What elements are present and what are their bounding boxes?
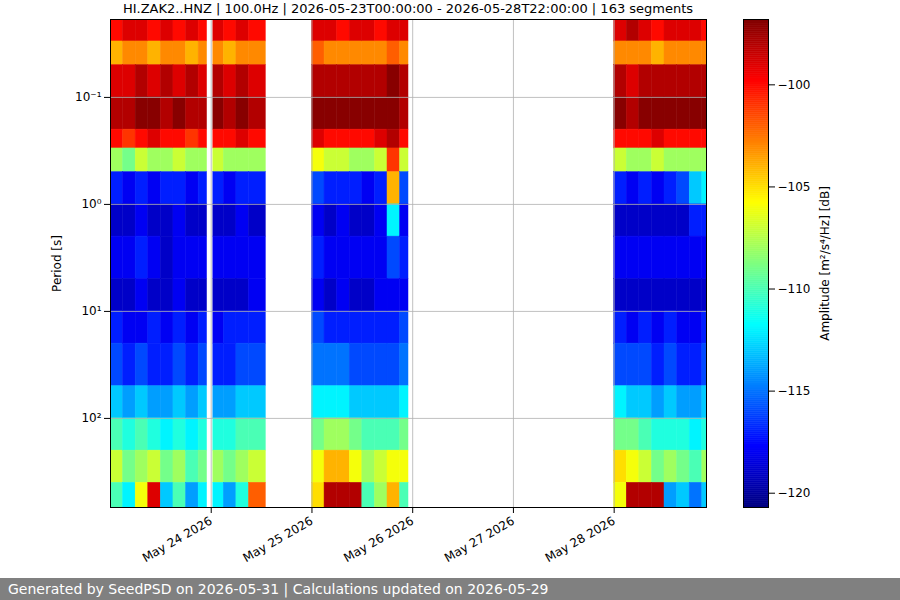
svg-text:Amplitude [m²/s⁴/Hz] [dB]: Amplitude [m²/s⁴/Hz] [dB] xyxy=(818,186,832,341)
svg-text:−120: −120 xyxy=(778,486,811,500)
svg-text:10⁰: 10⁰ xyxy=(81,197,101,211)
svg-text:Period [s]: Period [s] xyxy=(50,235,64,292)
svg-text:May 24 2026: May 24 2026 xyxy=(140,514,215,565)
svg-text:−105: −105 xyxy=(778,180,811,194)
svg-text:May 26 2026: May 26 2026 xyxy=(341,514,416,565)
svg-text:10²: 10² xyxy=(81,411,101,425)
html-text:HI.ZAK2..HNZ | 100.0Hz | 2026-: HI.ZAK2..HNZ | 100.0Hz | 2026-05-23T00:0… xyxy=(122,1,694,16)
svg-text:May 25 2026: May 25 2026 xyxy=(241,514,316,565)
svg-text:−115: −115 xyxy=(778,384,811,398)
svg-text:10¹: 10¹ xyxy=(81,304,101,318)
svg-text:−100: −100 xyxy=(778,78,811,92)
svg-text:10⁻¹: 10⁻¹ xyxy=(75,90,102,104)
svg-text:May 28 2026: May 28 2026 xyxy=(543,514,618,565)
svg-text:May 27 2026: May 27 2026 xyxy=(442,514,517,565)
html-text:Generated by SeedPSD on 2026-0: Generated by SeedPSD on 2026-05-31 | Cal… xyxy=(8,581,549,597)
svg-text:−110: −110 xyxy=(778,282,811,296)
